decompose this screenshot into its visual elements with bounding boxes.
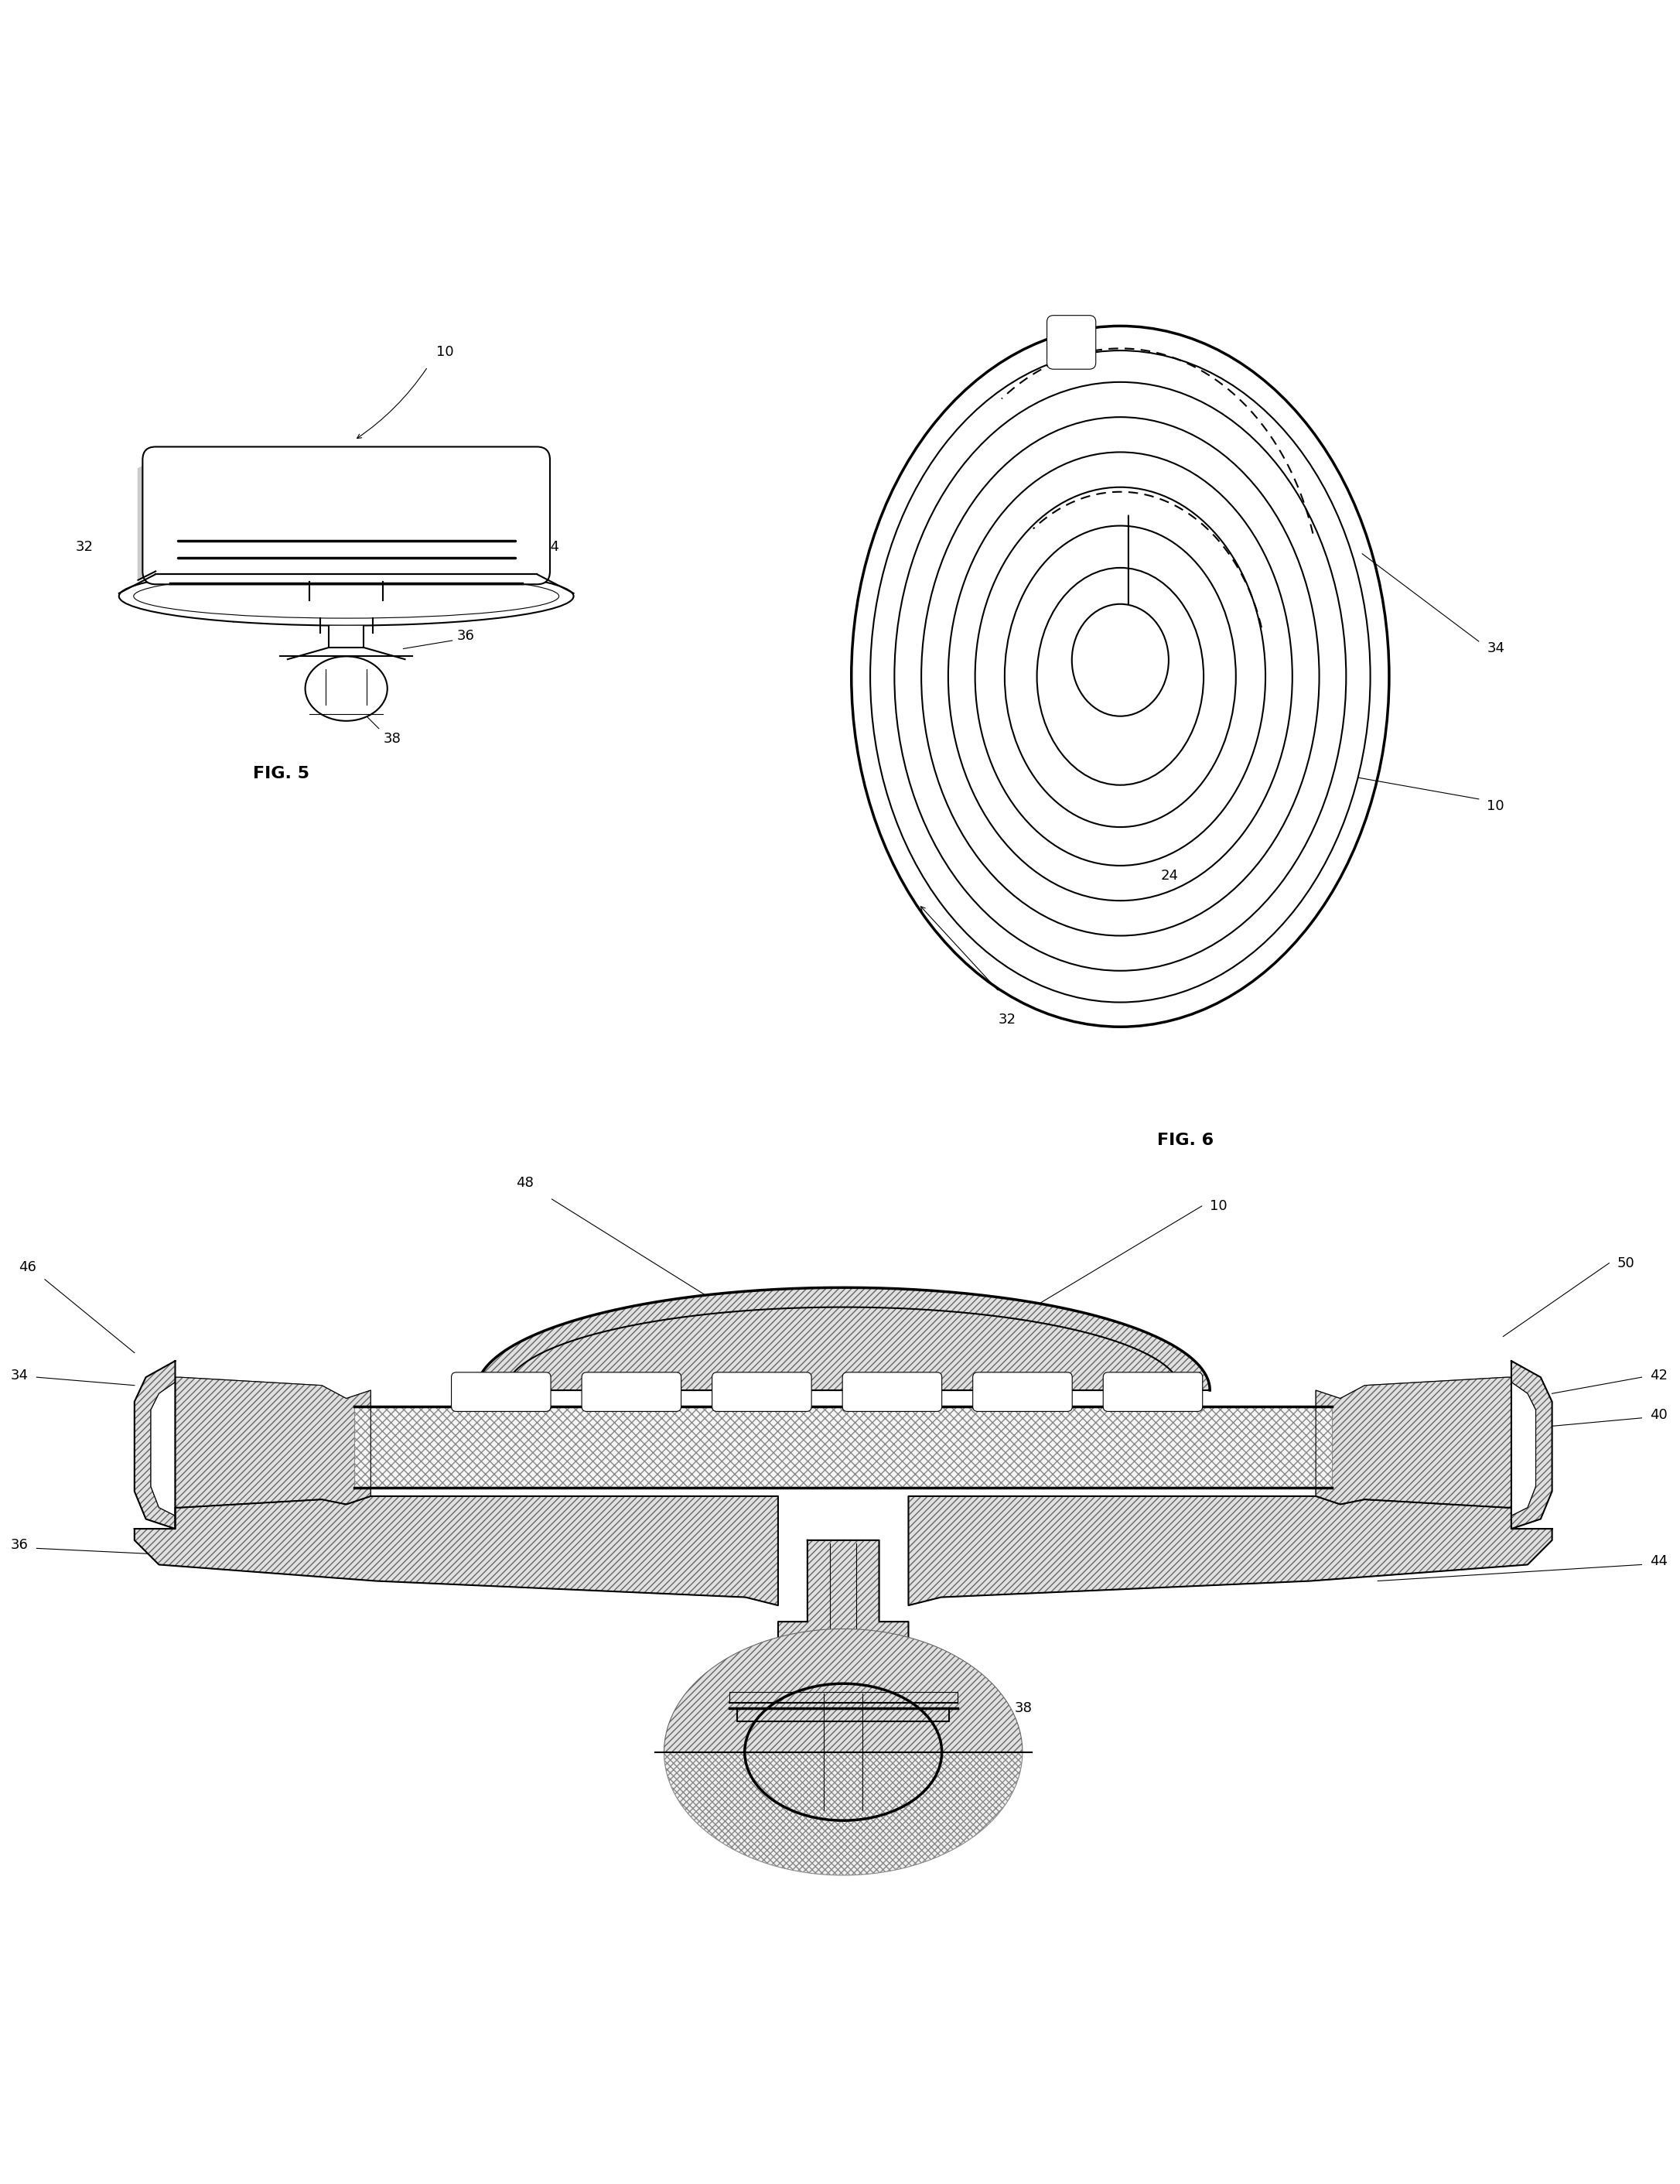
Text: 46: 46 bbox=[18, 1260, 37, 1275]
Text: FIG. 6: FIG. 6 bbox=[1158, 1133, 1213, 1149]
Ellipse shape bbox=[1072, 605, 1169, 716]
Text: 34: 34 bbox=[543, 539, 559, 555]
Text: FIG. 7: FIG. 7 bbox=[815, 1841, 872, 1856]
Text: 36: 36 bbox=[10, 1538, 29, 1553]
Polygon shape bbox=[134, 1496, 778, 1605]
Ellipse shape bbox=[948, 452, 1292, 900]
Ellipse shape bbox=[754, 1660, 932, 1762]
Text: 10: 10 bbox=[435, 345, 454, 358]
Text: 34: 34 bbox=[1487, 642, 1505, 655]
Text: 32: 32 bbox=[76, 539, 94, 555]
Polygon shape bbox=[138, 461, 156, 581]
FancyBboxPatch shape bbox=[973, 1372, 1072, 1411]
Polygon shape bbox=[1315, 1378, 1512, 1507]
FancyBboxPatch shape bbox=[1047, 314, 1095, 369]
FancyBboxPatch shape bbox=[842, 1372, 942, 1411]
Polygon shape bbox=[664, 1752, 1023, 1876]
Ellipse shape bbox=[1037, 568, 1203, 784]
Ellipse shape bbox=[894, 382, 1346, 970]
FancyBboxPatch shape bbox=[581, 1372, 680, 1411]
Ellipse shape bbox=[134, 574, 559, 618]
Text: 36: 36 bbox=[457, 629, 475, 642]
Ellipse shape bbox=[974, 487, 1265, 865]
FancyBboxPatch shape bbox=[1104, 1372, 1203, 1411]
Polygon shape bbox=[134, 1361, 175, 1529]
FancyBboxPatch shape bbox=[712, 1372, 811, 1411]
Ellipse shape bbox=[744, 1684, 942, 1821]
Polygon shape bbox=[778, 1540, 909, 1662]
Polygon shape bbox=[1512, 1361, 1552, 1529]
Ellipse shape bbox=[119, 568, 573, 625]
Polygon shape bbox=[909, 1496, 1552, 1605]
Text: 38: 38 bbox=[1015, 1701, 1032, 1714]
Polygon shape bbox=[354, 1406, 1332, 1487]
Ellipse shape bbox=[921, 417, 1319, 935]
Ellipse shape bbox=[870, 349, 1371, 1002]
Text: 40: 40 bbox=[1650, 1409, 1668, 1422]
Text: 10: 10 bbox=[1210, 1199, 1228, 1212]
Text: 42: 42 bbox=[1650, 1369, 1668, 1382]
Polygon shape bbox=[175, 1378, 371, 1507]
Text: 52: 52 bbox=[198, 1389, 217, 1402]
Text: FIG. 5: FIG. 5 bbox=[254, 767, 309, 782]
FancyBboxPatch shape bbox=[143, 448, 549, 585]
Text: 32: 32 bbox=[998, 1013, 1016, 1026]
Polygon shape bbox=[664, 1629, 1023, 1752]
Ellipse shape bbox=[306, 657, 388, 721]
Polygon shape bbox=[329, 625, 365, 649]
Text: 50: 50 bbox=[1618, 1256, 1635, 1271]
Text: 10: 10 bbox=[1487, 799, 1504, 812]
Ellipse shape bbox=[852, 325, 1389, 1026]
Polygon shape bbox=[477, 1289, 1210, 1391]
Text: 24: 24 bbox=[1161, 869, 1179, 882]
Text: 34: 34 bbox=[10, 1369, 29, 1382]
Text: 48: 48 bbox=[516, 1175, 534, 1190]
FancyBboxPatch shape bbox=[452, 1372, 551, 1411]
Text: 38: 38 bbox=[383, 732, 402, 745]
Ellipse shape bbox=[1005, 526, 1236, 828]
Text: 44: 44 bbox=[1650, 1555, 1668, 1568]
